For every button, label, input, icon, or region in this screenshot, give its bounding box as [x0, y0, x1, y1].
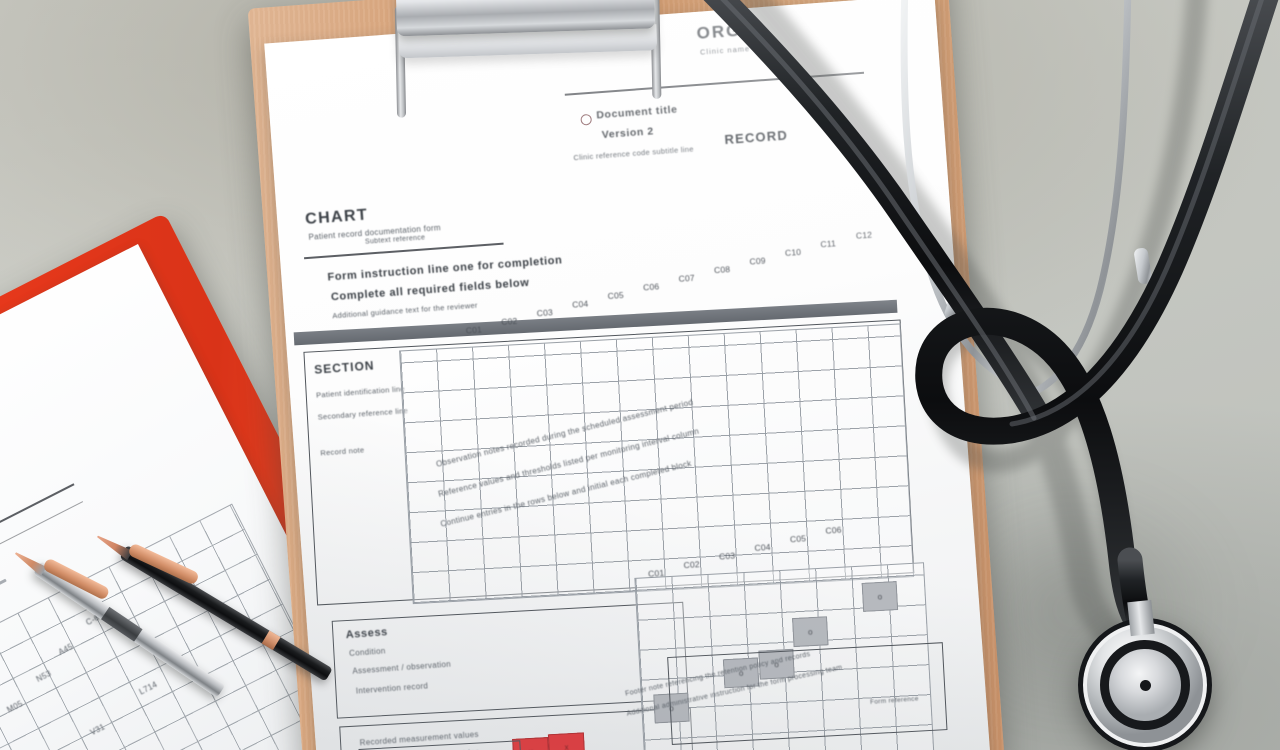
column-header: C08	[713, 264, 731, 276]
column-header: C02	[500, 315, 518, 327]
form-meta-note: Clinic reference code subtitle line	[573, 144, 695, 163]
column-header: C10	[784, 246, 802, 258]
column-header: C11	[820, 238, 837, 250]
column-header: C06	[642, 281, 660, 293]
lower-column-header: C05	[789, 533, 807, 545]
form-logo: ORG	[695, 20, 742, 43]
marked-cell-grey[interactable]: o	[792, 616, 829, 648]
column-header: C12	[855, 229, 873, 241]
form-title-rule	[303, 242, 504, 259]
form-meta-line-2: Version 2	[601, 125, 655, 142]
lower-column-header: C04	[754, 541, 772, 554]
chart-grid-table[interactable]	[399, 323, 915, 605]
lower-column-header: C02	[683, 559, 701, 571]
assess-box	[331, 601, 689, 719]
form-intro-line-3: Additional guidance text for the reviewe…	[332, 300, 479, 321]
form-logo-subtitle: Clinic name	[699, 44, 751, 57]
marked-cell-red[interactable]: x	[547, 732, 586, 750]
column-header: C07	[678, 272, 696, 284]
cell-mark: o	[877, 591, 883, 602]
column-header: C03	[536, 307, 554, 319]
lower-column-header: C06	[825, 524, 842, 536]
clipboard-main[interactable]: ORG Clinic name Document title Version 2…	[247, 0, 1005, 750]
marked-cell-grey[interactable]: o	[861, 581, 899, 612]
column-header: C09	[749, 255, 767, 267]
column-header: C01	[465, 324, 483, 336]
form-meta-code: RECORD	[723, 127, 789, 148]
lower-column-header: C03	[718, 550, 736, 562]
column-header: C05	[607, 289, 625, 302]
column-header: C04	[571, 298, 589, 310]
cell-mark: o	[807, 627, 813, 637]
cell-mark: x	[564, 742, 569, 750]
form-title: CHART	[304, 206, 369, 229]
clipboard-clip[interactable]	[394, 0, 667, 129]
lower-column-header: C01	[647, 567, 665, 579]
